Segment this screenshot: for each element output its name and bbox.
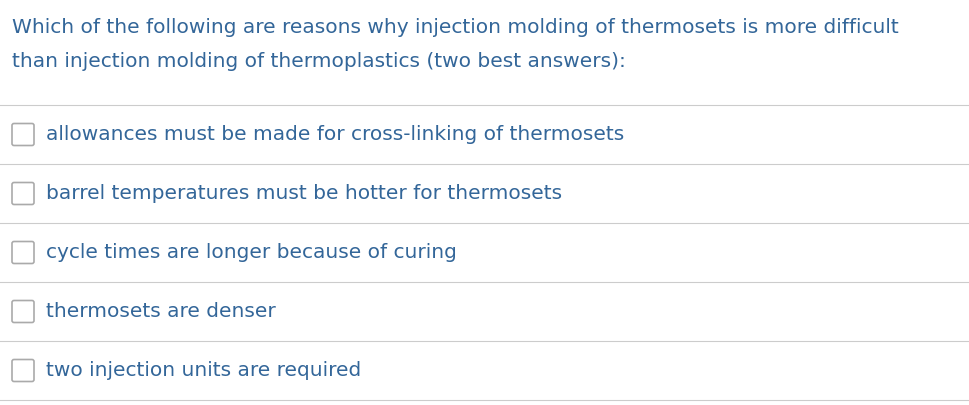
Text: than injection molding of thermoplastics (two best answers):: than injection molding of thermoplastics…	[12, 52, 626, 71]
FancyBboxPatch shape	[12, 183, 34, 205]
FancyBboxPatch shape	[12, 241, 34, 264]
Text: barrel temperatures must be hotter for thermosets: barrel temperatures must be hotter for t…	[46, 184, 562, 203]
FancyBboxPatch shape	[12, 301, 34, 322]
FancyBboxPatch shape	[12, 124, 34, 145]
FancyBboxPatch shape	[12, 360, 34, 382]
Text: allowances must be made for cross-linking of thermosets: allowances must be made for cross-linkin…	[46, 125, 624, 144]
Text: Which of the following are reasons why injection molding of thermosets is more d: Which of the following are reasons why i…	[12, 18, 899, 37]
Text: two injection units are required: two injection units are required	[46, 361, 361, 380]
Text: thermosets are denser: thermosets are denser	[46, 302, 276, 321]
Text: cycle times are longer because of curing: cycle times are longer because of curing	[46, 243, 456, 262]
